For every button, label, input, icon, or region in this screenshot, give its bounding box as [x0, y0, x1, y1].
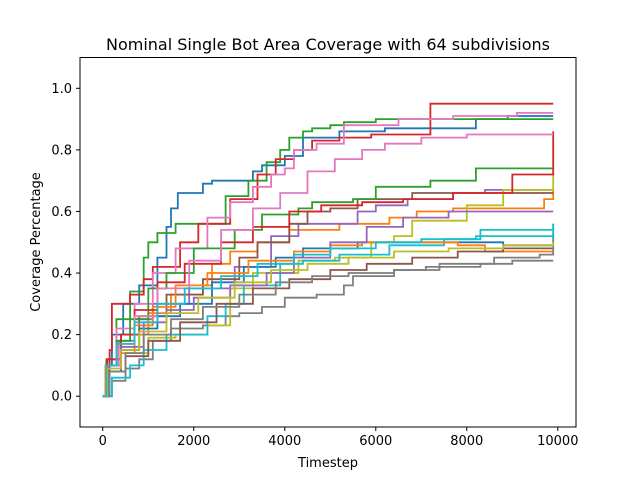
x-tick-label: 10000 — [537, 434, 578, 449]
x-tick-label: 4000 — [268, 434, 301, 449]
x-axis-label: Timestep — [297, 456, 358, 471]
y-axis-label: Coverage Percentage — [29, 172, 44, 312]
y-tick-label: 0.2 — [51, 328, 72, 343]
x-tick-label: 8000 — [450, 434, 483, 449]
chart-title: Nominal Single Bot Area Coverage with 64… — [106, 35, 550, 54]
x-tick-label: 0 — [99, 434, 107, 449]
plot-frame — [79, 57, 577, 428]
series-line-18 — [102, 233, 555, 398]
series-line-17 — [102, 133, 554, 398]
y-tick-label: 0.4 — [51, 267, 72, 282]
series-layer — [102, 102, 555, 398]
y-axis: 0.0 0.2 0.4 0.6 0.8 1.0 — [51, 82, 80, 405]
y-tick-label: 1.0 — [51, 82, 72, 97]
y-tick-label: 0.8 — [51, 143, 72, 158]
y-tick-label: 0.6 — [51, 205, 72, 220]
series-line-20 — [102, 223, 555, 398]
series-line-16 — [102, 247, 554, 398]
x-tick-label: 6000 — [359, 434, 392, 449]
y-tick-label: 0.0 — [51, 390, 72, 405]
x-tick-label: 2000 — [177, 434, 210, 449]
series-line-1 — [102, 115, 554, 398]
series-line-19 — [102, 242, 555, 398]
x-axis: 0 2000 4000 6000 8000 10000 — [99, 427, 578, 449]
series-line-15 — [102, 210, 554, 398]
